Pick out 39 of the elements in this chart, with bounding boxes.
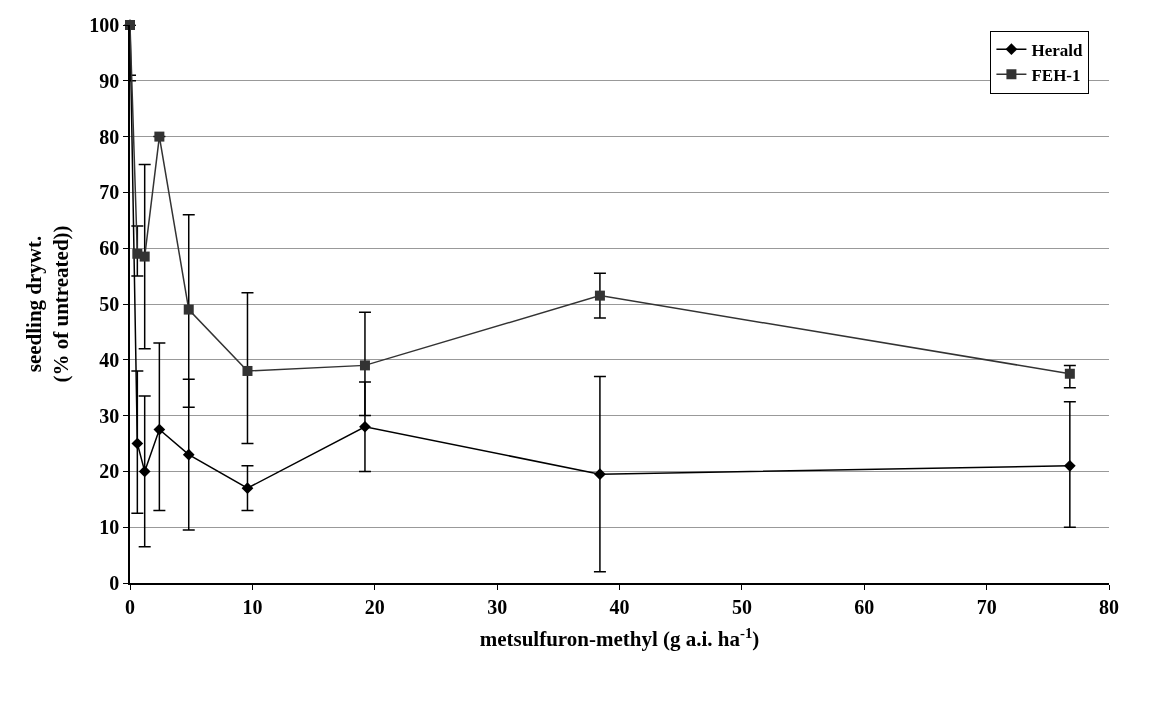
x-tick-label: 70 <box>976 595 997 618</box>
y-tick-label: 60 <box>99 237 120 260</box>
point <box>154 131 165 142</box>
x-tick-label: 20 <box>364 595 385 618</box>
y-axis-title: seedling drywt. (% of untreated)) <box>21 225 73 383</box>
x-axis-title: metsulfuron-methyl (g a.i. ha$^{-1}$) <box>479 624 760 652</box>
point <box>594 290 605 301</box>
point <box>242 365 253 376</box>
legend-label: FEH-1 <box>1031 65 1081 85</box>
y-tick-label: 70 <box>99 181 120 204</box>
point <box>241 482 254 494</box>
y-tick-label: 40 <box>99 348 120 371</box>
point <box>139 251 150 262</box>
point <box>131 437 144 450</box>
x-tick-label: 80 <box>1099 595 1119 618</box>
y-tick-label: 0 <box>109 572 120 594</box>
y-tick-label: 50 <box>99 293 120 315</box>
point <box>1063 459 1076 472</box>
point <box>183 304 194 315</box>
y-tick-label: 100 <box>89 14 120 36</box>
legend-label: Herald <box>1031 40 1083 60</box>
point <box>359 360 370 371</box>
y-tick-label: 20 <box>99 460 120 483</box>
y-tick-label: 80 <box>99 125 120 148</box>
point <box>138 465 151 478</box>
x-tick-label: 50 <box>731 595 752 618</box>
x-tick-label: 0 <box>125 595 135 618</box>
point <box>594 468 606 481</box>
point <box>1064 368 1075 379</box>
x-tick-label: 60 <box>854 595 875 618</box>
y-tick-label: 90 <box>99 69 120 92</box>
y-tick-label: 10 <box>99 516 120 539</box>
point <box>182 448 195 461</box>
point <box>359 420 371 433</box>
y-tick-label: 30 <box>99 404 120 427</box>
x-tick-label: 40 <box>609 595 630 618</box>
point <box>153 423 166 436</box>
x-tick-label: 10 <box>242 595 263 618</box>
x-tick-label: 30 <box>487 595 508 618</box>
